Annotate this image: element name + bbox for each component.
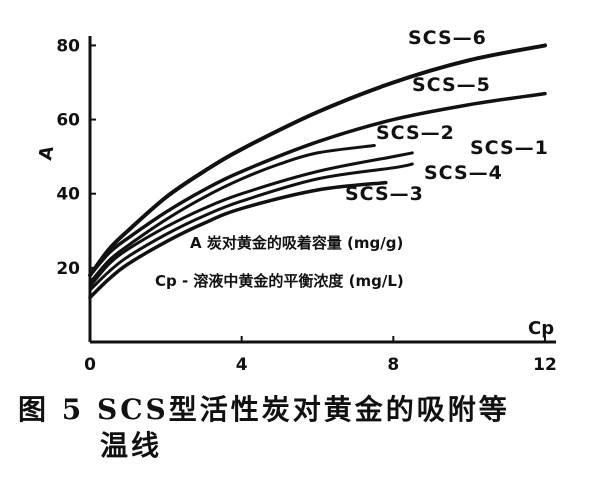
y-tick-label: 80	[56, 36, 80, 56]
series-line	[88, 180, 388, 300]
x-tick-label: 12	[533, 355, 557, 375]
y-tick-label: 60	[56, 111, 80, 131]
x-tick-label: 4	[236, 355, 248, 375]
y-tick-label: 40	[56, 185, 80, 205]
series-line	[88, 91, 547, 278]
series-label: SCS—1	[470, 137, 549, 159]
series-label: SCS—5	[412, 74, 491, 96]
note-a: A 炭对黄金的吸着容量 (mg/g)	[190, 234, 403, 252]
x-axis-label: Cp	[528, 318, 554, 339]
x-tick-label: 0	[84, 355, 96, 375]
series-label: SCS—4	[424, 162, 503, 184]
isotherm-chart: 0 4 8 12 20 40 60 80 SCS—6 SCS—5 SCS—2 SCS—1 SCS—4S…	[35, 27, 557, 375]
series-line	[88, 151, 414, 288]
series-line	[88, 43, 547, 278]
series-line	[88, 162, 414, 292]
note-cp: Cp - 溶液中黄金的平衡浓度 (mg/L)	[155, 272, 404, 290]
series-line	[88, 144, 376, 285]
caption-line-2: 温线	[100, 429, 163, 462]
figure-caption: 图 5 SCS型活性炭对黄金的吸附等 温线	[18, 392, 588, 464]
series-label: SCS—2	[376, 122, 455, 144]
x-tick-label: 8	[387, 355, 399, 375]
series-label: SCS—3	[345, 183, 424, 205]
series-label: SCS—6	[408, 27, 487, 49]
y-tick-label: 20	[56, 259, 80, 279]
caption-line-1: 图 5 SCS型活性炭对黄金的吸附等	[18, 393, 510, 426]
series-curves	[88, 43, 547, 300]
ticks: 0 4 8 12 20 40 60 80	[56, 36, 557, 375]
y-axis-label: A	[35, 144, 58, 161]
